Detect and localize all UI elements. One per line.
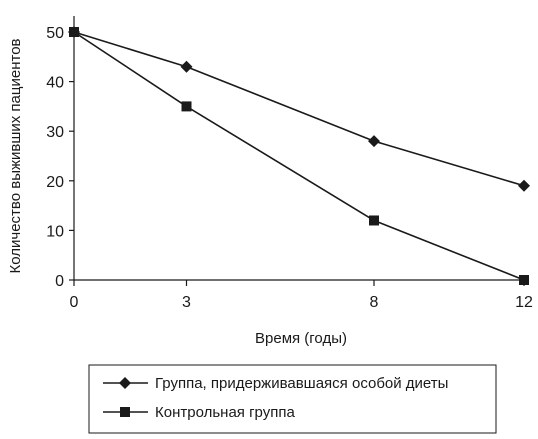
data-point-square	[369, 215, 379, 226]
data-point-square	[181, 101, 192, 112]
x-tick-label: 8	[370, 294, 379, 311]
series-control-group	[69, 27, 529, 285]
data-point-square	[519, 275, 529, 285]
series-group	[68, 26, 530, 285]
legend: Группа, придерживавшаяся особой диеты Кон…	[88, 364, 497, 434]
legend-items: Группа, придерживавшаяся особой диеты Кон…	[103, 375, 448, 421]
y-axis-ticks: 0 10 20 30 40 50	[46, 25, 74, 290]
chart-axes	[73, 16, 528, 281]
series-line	[73, 31, 525, 281]
series-diet-group	[68, 26, 530, 192]
data-point-diamond	[518, 179, 530, 192]
series-line	[73, 31, 525, 187]
legend-item: Группа, придерживавшаяся особой диеты	[103, 375, 448, 392]
legend-marker-square	[120, 407, 130, 417]
legend-label: Контрольная группа	[155, 404, 295, 421]
x-axis-title: Время (годы)	[255, 330, 347, 347]
legend-box	[88, 364, 497, 434]
legend-label: Группа, придерживавшаяся особой диеты	[155, 375, 448, 392]
y-tick-label: 0	[55, 273, 64, 290]
y-tick-label: 10	[46, 223, 64, 240]
x-tick-label: 0	[70, 294, 79, 311]
legend-item: Контрольная группа	[103, 404, 295, 421]
legend-marker-diamond	[119, 377, 131, 389]
y-tick-label: 30	[46, 124, 64, 141]
y-axis-title: Количество выживших пациентов	[7, 38, 24, 273]
data-point-square	[69, 27, 79, 37]
data-point-diamond	[180, 60, 193, 73]
y-tick-label: 40	[46, 75, 64, 92]
x-tick-label: 3	[182, 294, 191, 311]
x-tick-label: 12	[515, 294, 533, 311]
y-tick-label: 50	[46, 25, 64, 42]
y-tick-label: 20	[46, 174, 64, 191]
data-point-diamond	[368, 135, 380, 148]
x-axis-ticks: 0 3 8 12	[70, 280, 533, 311]
